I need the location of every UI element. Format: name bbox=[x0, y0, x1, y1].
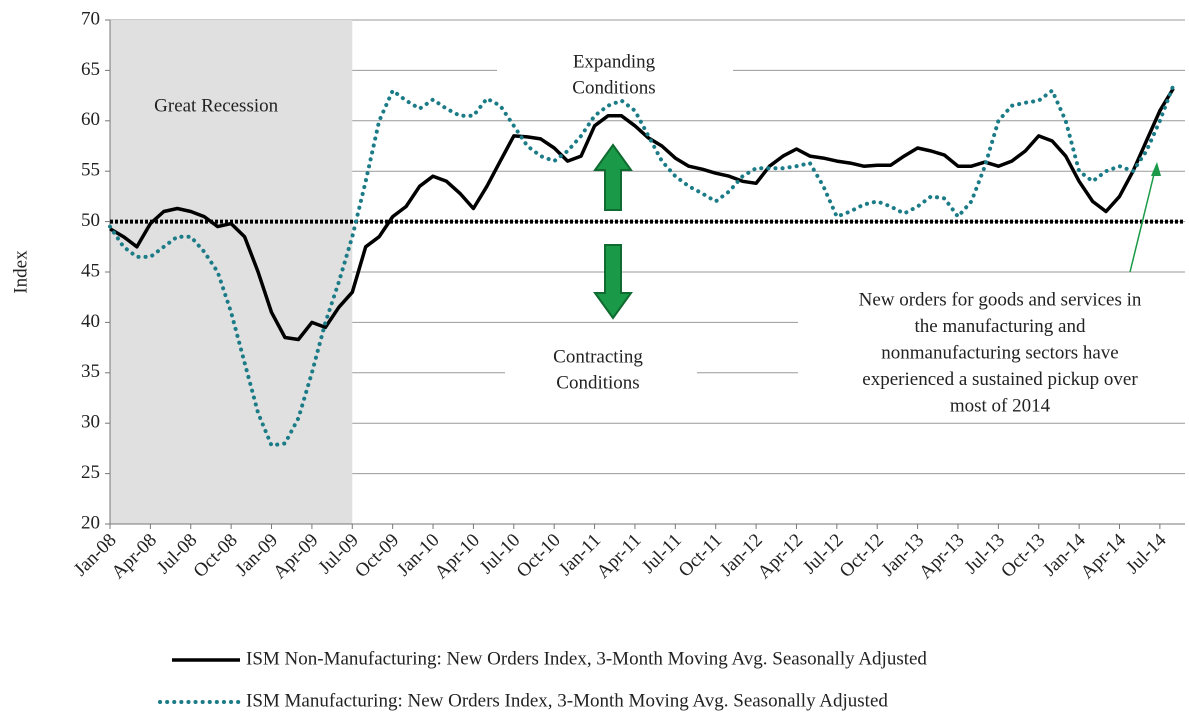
series-line bbox=[109, 87, 1175, 342]
y-tick-label: 40 bbox=[81, 311, 100, 332]
y-tick-label: 50 bbox=[81, 210, 100, 231]
down-arrow bbox=[593, 244, 633, 320]
legend-label: ISM Manufacturing: New Orders Index, 3-M… bbox=[246, 690, 888, 711]
x-tick-label: Oct-10 bbox=[513, 530, 565, 582]
x-tick-label: Oct-08 bbox=[190, 530, 242, 582]
y-tick-label: 35 bbox=[81, 361, 100, 382]
x-tick-label: Apr-12 bbox=[754, 530, 807, 583]
annotation-bg bbox=[505, 340, 697, 400]
up-arrow bbox=[593, 143, 633, 211]
x-tick-label: Apr-08 bbox=[108, 530, 161, 583]
shaded-region bbox=[110, 20, 353, 524]
annotation: the manufacturing and bbox=[915, 316, 1086, 337]
y-tick-label: 30 bbox=[81, 412, 100, 433]
x-tick-label: Apr-10 bbox=[431, 530, 484, 583]
annotation-bg bbox=[798, 285, 1189, 420]
shaded-region-label: Great Recession bbox=[154, 95, 278, 116]
series-line bbox=[108, 83, 1176, 448]
x-tick-label: Jul-14 bbox=[1122, 529, 1171, 578]
x-tick-label: Oct-13 bbox=[997, 530, 1049, 582]
x-tick-label: Apr-09 bbox=[269, 530, 322, 583]
y-tick-label: 20 bbox=[81, 512, 100, 533]
y-tick-label: 70 bbox=[81, 8, 100, 29]
pointer bbox=[1129, 165, 1157, 273]
x-tick-label: Oct-12 bbox=[836, 530, 888, 582]
y-axis-label: Index bbox=[10, 250, 31, 294]
annotation: Contracting bbox=[553, 346, 643, 367]
annotation: experienced a sustained pickup over bbox=[862, 369, 1138, 390]
x-tick-label: Apr-11 bbox=[593, 530, 646, 583]
pointer-head bbox=[1151, 162, 1161, 176]
annotation: most of 2014 bbox=[950, 395, 1051, 416]
y-tick-label: 65 bbox=[81, 59, 100, 80]
y-tick-label: 25 bbox=[81, 462, 100, 483]
annotation: nonmanufacturing sectors have bbox=[881, 342, 1118, 363]
x-tick-label: Oct-11 bbox=[675, 530, 727, 582]
y-tick-label: 60 bbox=[81, 109, 100, 130]
annotation: New orders for goods and services in bbox=[859, 289, 1142, 310]
x-tick-label: Oct-09 bbox=[351, 530, 403, 582]
legend-label: ISM Non-Manufacturing: New Orders Index,… bbox=[246, 648, 927, 669]
y-tick-label: 55 bbox=[81, 160, 100, 181]
annotation: Conditions bbox=[556, 372, 639, 393]
x-tick-label: Apr-13 bbox=[915, 530, 968, 583]
annotation-bg bbox=[497, 40, 733, 105]
y-tick-label: 45 bbox=[81, 260, 100, 281]
annotation: Conditions bbox=[572, 77, 655, 98]
x-tick-label: Apr-14 bbox=[1077, 529, 1131, 583]
annotation: Expanding bbox=[573, 51, 656, 72]
